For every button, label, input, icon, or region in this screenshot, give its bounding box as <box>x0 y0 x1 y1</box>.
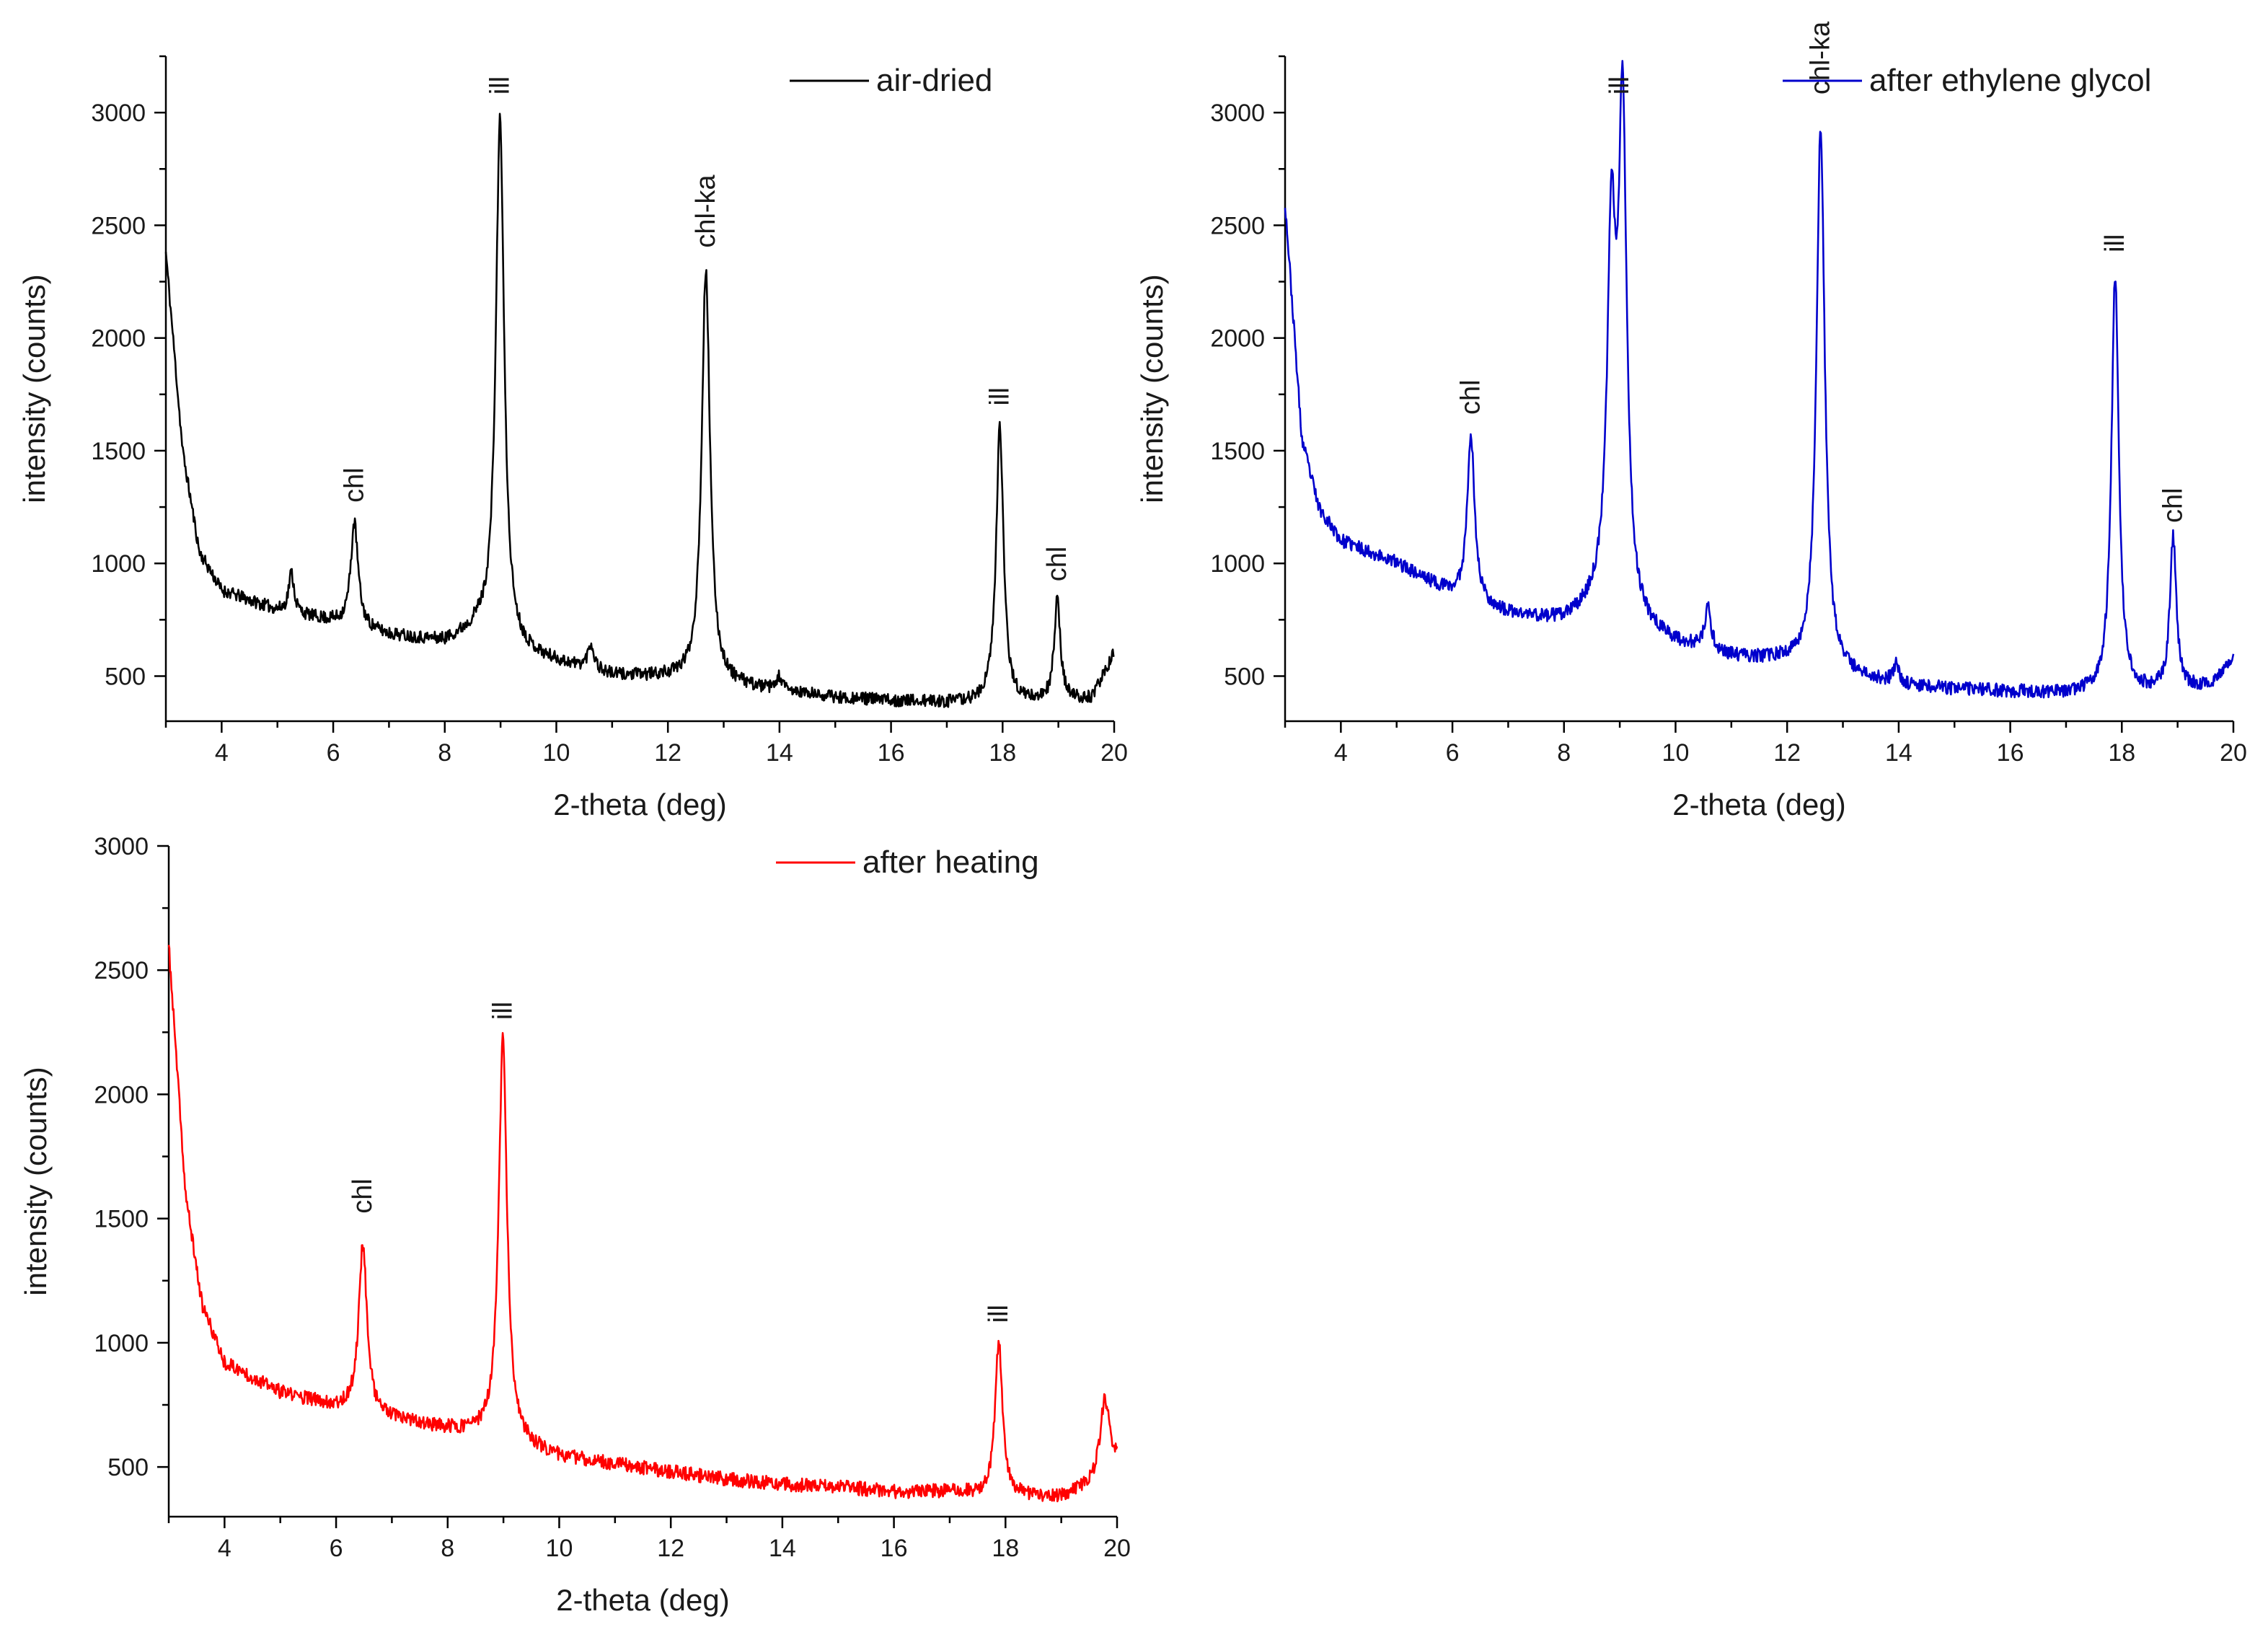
y-tick-label: 3000 <box>94 833 149 860</box>
y-tick-label: 1000 <box>91 550 146 578</box>
y-tick-label: 2500 <box>91 212 146 239</box>
x-tick-label: 12 <box>657 1535 684 1562</box>
y-tick-label: 500 <box>107 1454 149 1481</box>
y-tick-label: 2000 <box>1210 325 1265 353</box>
series-line <box>167 944 1118 1503</box>
y-tick-label: 2000 <box>94 1081 149 1108</box>
y-tick-label: 3000 <box>1210 100 1265 127</box>
peak-label: chl <box>339 467 369 503</box>
y-axis-title: intensity (counts) <box>17 274 51 503</box>
x-tick-label: 4 <box>1334 739 1348 767</box>
x-axis-title: 2-theta (deg) <box>1672 788 1845 821</box>
peak-label: ill <box>1605 76 1635 94</box>
peak-label: ill <box>485 76 515 94</box>
series-line <box>1284 60 2235 699</box>
peak-label: chl-ka <box>1806 21 1836 94</box>
x-tick-label: 10 <box>1662 739 1690 767</box>
x-tick-label: 6 <box>1446 739 1460 767</box>
y-tick-label: 1000 <box>94 1330 149 1357</box>
x-tick-label: 18 <box>989 739 1016 767</box>
x-tick-label: 6 <box>327 739 340 767</box>
panel-air-dried: 4 6 8 10 12 14 16 18 20 500 1000 1500 2000 2500 3000 2-… <box>17 55 1128 821</box>
y-tick-label: 1500 <box>91 438 146 465</box>
y-tick-label: 500 <box>105 663 146 690</box>
x-tick-label: 6 <box>330 1535 343 1562</box>
x-tick-label: 8 <box>1557 739 1571 767</box>
peak-label: chl <box>1042 547 1072 582</box>
y-tick-label: 3000 <box>91 100 146 127</box>
x-tick-label: 20 <box>1103 1535 1131 1562</box>
x-tick-label: 18 <box>2108 739 2135 767</box>
x-axis-title: 2-theta (deg) <box>553 788 726 821</box>
x-tick-label: 8 <box>441 1535 454 1562</box>
y-tick-label: 2000 <box>91 325 146 353</box>
x-axis-title: 2-theta (deg) <box>556 1583 729 1617</box>
x-tick-label: 20 <box>2220 739 2247 767</box>
y-tick-label: 1500 <box>94 1206 149 1233</box>
x-tick-label: 16 <box>881 1535 908 1562</box>
x-tick-label: 12 <box>654 739 681 767</box>
x-tick-label: 16 <box>878 739 905 767</box>
legend-label: air-dried <box>876 63 992 98</box>
x-tick-label: 18 <box>992 1535 1019 1562</box>
x-tick-label: 8 <box>438 739 451 767</box>
peak-label: chl-ka <box>691 174 721 247</box>
x-tick-label: 14 <box>766 739 793 767</box>
x-tick-label: 16 <box>1997 739 2024 767</box>
x-tick-label: 10 <box>543 739 570 767</box>
peak-label: ill <box>487 1002 518 1020</box>
legend-label: after ethylene glycol <box>1869 63 2151 98</box>
y-axis-title: intensity (counts) <box>19 1067 53 1295</box>
y-tick-label: 1000 <box>1210 550 1265 578</box>
legend-label: after heating <box>862 845 1039 880</box>
x-tick-label: 10 <box>546 1535 573 1562</box>
peak-label: chl <box>1456 379 1486 415</box>
y-tick-label: 2500 <box>1210 212 1265 239</box>
x-tick-label: 14 <box>1885 739 1912 767</box>
panel-after-ethylene-glycol: 4 6 8 10 12 14 16 18 20 500 1000 1500 2000 2500 3000 2-… <box>1135 21 2247 821</box>
x-tick-label: 12 <box>1773 739 1801 767</box>
peak-label: chl <box>2158 488 2188 523</box>
x-tick-label: 14 <box>769 1535 796 1562</box>
y-axis-title: intensity (counts) <box>1135 274 1169 503</box>
y-tick-label: 500 <box>1224 663 1265 690</box>
x-tick-label: 4 <box>215 739 229 767</box>
peak-label: chl <box>348 1178 378 1214</box>
x-tick-label: 4 <box>218 1535 231 1562</box>
series-line <box>164 113 1115 708</box>
peak-label: ill <box>984 387 1015 405</box>
peak-label: ill <box>984 1305 1014 1323</box>
peak-label: ill <box>2100 234 2130 252</box>
panel-after-heating: 4 6 8 10 12 14 16 18 20 500 1000 1500 2000 2500 3000 2-… <box>19 833 1131 1617</box>
y-tick-label: 1500 <box>1210 438 1265 465</box>
x-tick-label: 20 <box>1100 739 1128 767</box>
y-tick-label: 2500 <box>94 957 149 984</box>
